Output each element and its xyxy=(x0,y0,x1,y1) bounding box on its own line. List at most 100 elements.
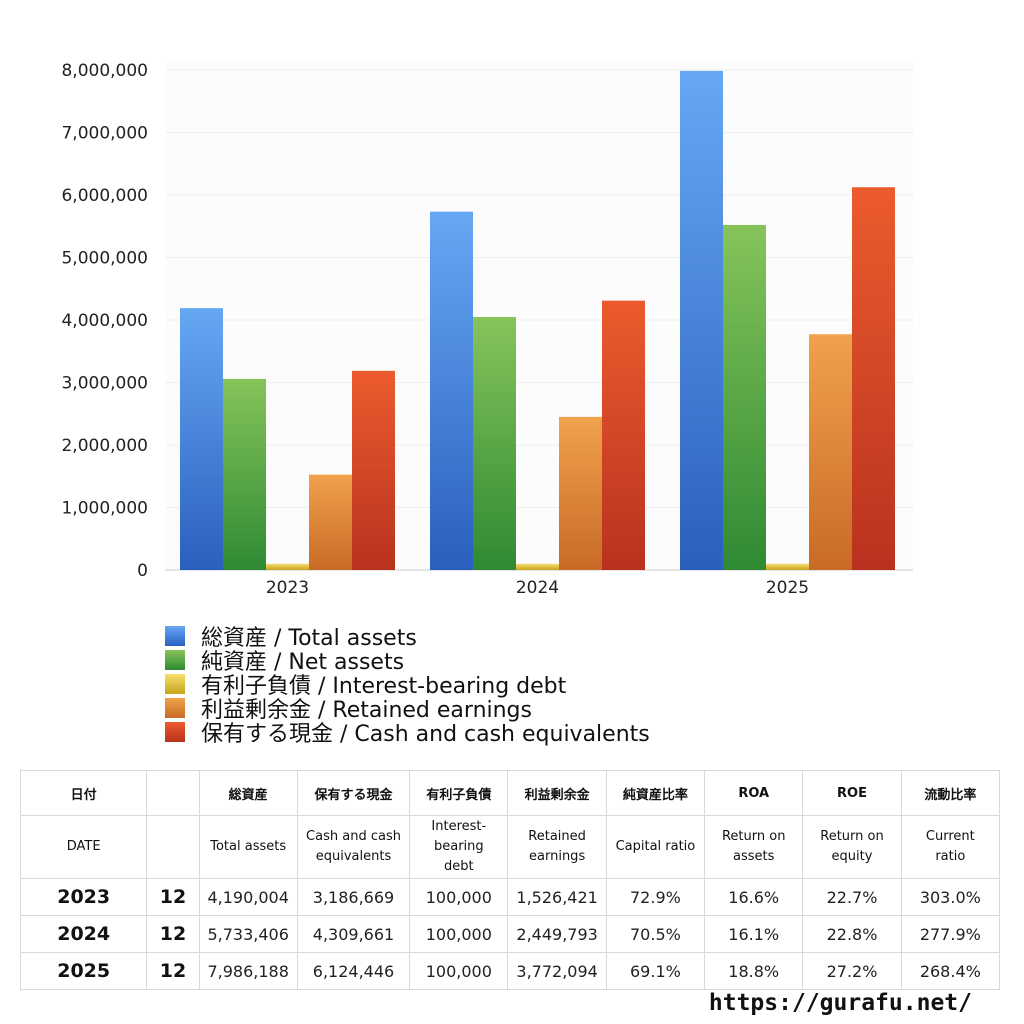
table-cell xyxy=(146,815,200,879)
table-cell: 4,190,004 xyxy=(198,878,298,916)
legend-swatch xyxy=(165,698,185,718)
table-cell: 22.8% xyxy=(802,915,902,953)
legend-item: 総資産 / Total assets xyxy=(165,624,650,651)
table-cell: Current ratio xyxy=(900,815,1001,879)
table-cell: 保有する現金 xyxy=(296,770,411,816)
table-cell: 16.1% xyxy=(704,915,804,953)
y-tick-label: 2,000,000 xyxy=(61,436,148,456)
plot-area xyxy=(165,60,913,570)
legend-label: 保有する現金 / Cash and cash equivalents xyxy=(201,722,650,747)
table-cell: 27.2% xyxy=(802,952,902,990)
table-cell: 12 xyxy=(146,878,200,916)
table-cell: 日付 xyxy=(19,770,148,816)
financial-data-table: 日付 総資産 保有する現金 有利子負債 利益剰余金 純資産比率 ROA ROE 流動比率 DATE… xyxy=(19,770,1001,990)
table-cell: Capital ratio xyxy=(605,815,706,879)
table-cell: 303.0% xyxy=(900,878,1001,916)
table-header-en: DATE Total assets Cash and cash equivalents… xyxy=(19,815,1001,879)
chart-legend: 総資産 / Total assets 純資産 / Net assets 有利子負債 … xyxy=(165,624,650,747)
legend-swatch xyxy=(165,722,185,742)
x-tick-label: 2024 xyxy=(516,578,559,598)
bar xyxy=(223,378,266,570)
table-cell xyxy=(146,770,200,816)
source-url: https://gurafu.net/ xyxy=(708,990,972,1016)
table-cell: ROA xyxy=(704,770,804,816)
table-cell: 12 xyxy=(146,915,200,953)
table-row: 2024 12 5,733,406 4,309,661 100,000 2,449,793… xyxy=(19,915,1001,953)
bar xyxy=(352,370,395,570)
table-cell: Interest-bearing debt xyxy=(409,815,509,879)
bar xyxy=(602,300,645,570)
bar xyxy=(309,474,352,570)
legend-label: 総資産 / Total assets xyxy=(201,626,417,651)
table-cell: Total assets xyxy=(198,815,298,879)
table-cell: 有利子負債 xyxy=(409,770,509,816)
table-cell: 6,124,446 xyxy=(296,952,411,990)
bar xyxy=(680,70,723,570)
table-cell: Return on assets xyxy=(704,815,804,879)
table-cell: 268.4% xyxy=(900,952,1001,990)
y-tick-label: 5,000,000 xyxy=(61,249,148,269)
table-cell: 18.8% xyxy=(704,952,804,990)
table-cell: 2024 xyxy=(19,915,148,953)
table-cell: 利益剰余金 xyxy=(507,770,607,816)
bar xyxy=(473,317,516,570)
bar xyxy=(430,211,473,571)
y-tick-label: 4,000,000 xyxy=(61,311,148,331)
y-tick-label: 8,000,000 xyxy=(61,61,148,81)
table-cell: 100,000 xyxy=(409,952,509,990)
table-cell: 7,986,188 xyxy=(198,952,298,990)
bar xyxy=(516,563,559,570)
x-tick-label: 2023 xyxy=(266,578,309,598)
table-cell: 4,309,661 xyxy=(296,915,411,953)
y-tick-label: 0 xyxy=(137,561,148,581)
table-cell: Return on equity xyxy=(802,815,902,879)
bar xyxy=(180,308,223,570)
y-tick-label: 7,000,000 xyxy=(61,124,148,144)
bar xyxy=(559,416,602,570)
table-cell: 3,772,094 xyxy=(507,952,607,990)
table-cell: 2025 xyxy=(19,952,148,990)
table-header-jp: 日付 総資産 保有する現金 有利子負債 利益剰余金 純資産比率 ROA ROE 流動比率 xyxy=(19,770,1001,816)
table-row: 2023 12 4,190,004 3,186,669 100,000 1,526,421… xyxy=(19,878,1001,916)
bar xyxy=(723,224,766,570)
table-cell: 70.5% xyxy=(605,915,706,953)
legend-label: 利益剰余金 / Retained earnings xyxy=(201,698,532,723)
table-cell: 16.6% xyxy=(704,878,804,916)
bar-chart: 0 1,000,000 2,000,000 3,000,000 4,000,000 5,0… xyxy=(61,60,913,598)
legend-swatch xyxy=(165,674,185,694)
legend-item: 保有する現金 / Cash and cash equivalents xyxy=(165,720,650,747)
table-cell: 72.9% xyxy=(605,878,706,916)
table-cell: 3,186,669 xyxy=(296,878,411,916)
table-cell: 22.7% xyxy=(802,878,902,916)
table-cell: Retained earnings xyxy=(507,815,607,879)
table-cell: DATE xyxy=(19,815,148,879)
table-cell: 流動比率 xyxy=(900,770,1001,816)
bar xyxy=(766,563,809,570)
legend-swatch xyxy=(165,626,185,646)
legend-label: 純資産 / Net assets xyxy=(201,650,405,675)
table-cell: Cash and cash equivalents xyxy=(296,815,411,879)
table-cell: 5,733,406 xyxy=(198,915,298,953)
table-row: 2025 12 7,986,188 6,124,446 100,000 3,772,094… xyxy=(19,952,1001,990)
table-cell: 100,000 xyxy=(409,878,509,916)
table-cell: 100,000 xyxy=(409,915,509,953)
y-tick-label: 6,000,000 xyxy=(61,186,148,206)
legend-swatch xyxy=(165,650,185,670)
table-cell: 総資産 xyxy=(198,770,298,816)
y-tick-label: 3,000,000 xyxy=(61,374,148,394)
table-cell: 1,526,421 xyxy=(507,878,607,916)
table-cell: 2023 xyxy=(19,878,148,916)
bar xyxy=(809,334,852,570)
bar xyxy=(266,563,309,570)
legend-label: 有利子負債 / Interest-bearing debt xyxy=(201,674,567,699)
table-cell: 277.9% xyxy=(900,915,1001,953)
legend-item: 有利子負債 / Interest-bearing debt xyxy=(165,672,650,699)
table-cell: 純資産比率 xyxy=(605,770,706,816)
legend-item: 利益剰余金 / Retained earnings xyxy=(165,696,650,723)
x-tick-label: 2025 xyxy=(766,578,809,598)
bar xyxy=(852,187,895,571)
table-cell: ROE xyxy=(802,770,902,816)
table-cell: 69.1% xyxy=(605,952,706,990)
legend-item: 純資産 / Net assets xyxy=(165,648,650,675)
table-cell: 12 xyxy=(146,952,200,990)
